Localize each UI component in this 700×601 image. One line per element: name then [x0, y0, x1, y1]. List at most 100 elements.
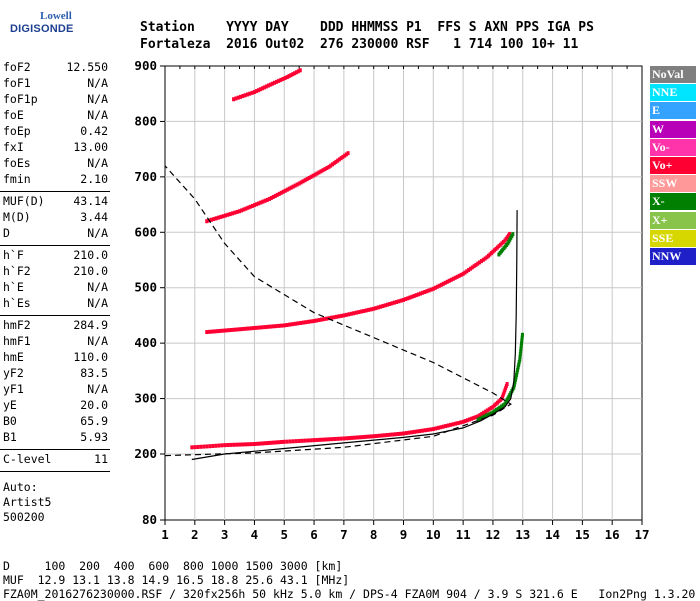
- echo-point: [518, 352, 522, 357]
- param-value: 83.5: [80, 366, 108, 380]
- echo-point: [260, 325, 264, 330]
- echo-point: [393, 432, 397, 437]
- echo-point: [274, 324, 278, 329]
- echo-point: [454, 421, 458, 426]
- echo-point: [391, 432, 395, 437]
- echo-point: [441, 281, 445, 286]
- param-name: D: [3, 226, 10, 240]
- echo-point: [258, 441, 262, 446]
- param-row: foF1 N/A: [0, 76, 108, 92]
- echo-point: [465, 418, 469, 423]
- param-name: foF2: [3, 60, 31, 74]
- echo-point: [372, 306, 376, 311]
- echo-point: [337, 157, 341, 162]
- echo-point: [246, 326, 250, 331]
- param-row: foE N/A: [0, 108, 108, 124]
- echo-point: [415, 429, 419, 434]
- param-name: yF1: [3, 382, 24, 396]
- echo-point: [327, 437, 331, 442]
- echo-point: [271, 324, 275, 329]
- echo-point: [445, 279, 449, 284]
- x-tick-label: 1: [161, 527, 169, 542]
- echo-point: [301, 320, 305, 325]
- param-name: h`E: [3, 280, 24, 294]
- echo-point: [281, 189, 285, 194]
- echo-point: [518, 357, 522, 362]
- echo-point: [489, 406, 493, 411]
- echo-point: [392, 300, 396, 305]
- echo-point: [429, 287, 433, 292]
- echo-point: [274, 440, 278, 445]
- echo-point: [406, 296, 410, 301]
- echo-point: [482, 414, 486, 419]
- echo-point: [519, 346, 523, 351]
- echo-point: [295, 182, 299, 187]
- param-value: 210.0: [73, 264, 108, 278]
- echo-point: [256, 88, 260, 93]
- echo-point: [264, 84, 268, 89]
- echo-point: [296, 321, 300, 326]
- footer-muf-row: MUF 12.9 13.1 13.8 14.9 16.5 18.8 25.6 4…: [3, 573, 350, 587]
- echo-point: [312, 438, 316, 443]
- echo-point: [275, 192, 279, 197]
- autoscaling-text: 500200: [3, 510, 45, 524]
- echo-point: [240, 208, 244, 213]
- echo-point: [257, 201, 261, 206]
- echo-point: [439, 425, 443, 430]
- echo-point: [520, 332, 524, 337]
- x-tick-label: 7: [340, 527, 348, 542]
- echo-point: [293, 183, 297, 188]
- echo-point: [404, 297, 408, 302]
- echo-point: [296, 69, 300, 74]
- echo-point: [470, 265, 474, 270]
- echo-point: [252, 442, 256, 447]
- echo-point: [429, 427, 433, 432]
- x-tick-label: 14: [545, 527, 560, 542]
- x-tick-label: 17: [634, 527, 649, 542]
- echo-point: [470, 416, 474, 421]
- echo-point: [513, 380, 517, 385]
- echo-point: [355, 435, 359, 440]
- echo-point: [263, 441, 267, 446]
- param-value: 20.0: [80, 398, 108, 412]
- echo-point: [426, 427, 430, 432]
- param-row: foF2 12.550: [0, 60, 108, 76]
- echo-point: [327, 164, 331, 169]
- echo-point: [241, 442, 245, 447]
- echo-point: [305, 177, 309, 182]
- param-value: N/A: [87, 334, 108, 348]
- echo-point: [425, 289, 429, 294]
- footer-file-info: FZA0M_2016276230000.RSF / 320fx256h 50 k…: [3, 587, 696, 601]
- digisonde-logo: Lowell DIGISONDE: [2, 8, 82, 48]
- echo-point: [359, 309, 363, 314]
- echo-point: [269, 440, 273, 445]
- echo-point: [517, 360, 521, 365]
- legend-item: Vo+: [650, 156, 696, 174]
- echo-point: [319, 169, 323, 174]
- echo-point: [416, 292, 420, 297]
- echo-point: [483, 256, 487, 261]
- param-row: h`Es N/A: [0, 296, 108, 312]
- param-row: foF1p N/A: [0, 92, 108, 108]
- echo-point: [453, 275, 457, 280]
- param-row: MUF(D) 43.14: [0, 194, 108, 210]
- param-name: h`F2: [3, 264, 31, 278]
- echo-point: [229, 442, 233, 447]
- echo-point: [283, 188, 287, 193]
- echo-point: [339, 156, 343, 161]
- echo-point: [307, 175, 311, 180]
- echo-point: [350, 435, 354, 440]
- echo-point: [390, 301, 394, 306]
- echo-point: [219, 214, 223, 219]
- echo-point: [285, 75, 289, 80]
- echo-point: [441, 424, 445, 429]
- echo-point: [220, 443, 224, 448]
- echo-point: [193, 445, 197, 450]
- echo-point: [330, 437, 334, 442]
- echo-point: [290, 322, 294, 327]
- y-tick-label: 80: [142, 512, 157, 527]
- echo-point: [297, 438, 301, 443]
- echo-point: [399, 431, 403, 436]
- echo-point: [285, 323, 289, 328]
- echo-point: [299, 320, 303, 325]
